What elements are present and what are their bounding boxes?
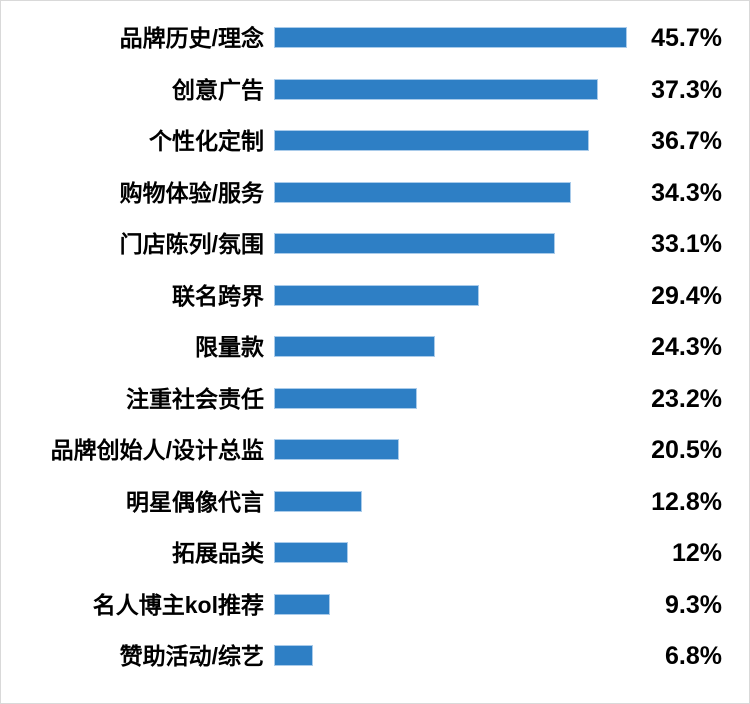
value-label: 12.8% <box>651 487 722 516</box>
bar-track <box>274 27 627 50</box>
category-label: 赞助活动/综艺 <box>119 643 264 670</box>
value-label: 23.2% <box>651 384 722 413</box>
chart-row: 门店陈列/氛围 33.1% <box>1 219 722 271</box>
bar-track <box>274 593 610 617</box>
bar-track <box>274 284 610 308</box>
chart-row: 个性化定制 36.7% <box>1 116 722 168</box>
value-label: 34.3% <box>651 178 722 207</box>
bar-track <box>274 233 610 256</box>
value-label: 37.3% <box>651 75 722 104</box>
bar <box>274 490 362 512</box>
value-label: 24.3% <box>651 333 722 362</box>
value-label: 29.4% <box>651 281 722 310</box>
category-label: 注重社会责任 <box>126 385 264 412</box>
chart-row: 联名跨界 29.4% <box>1 271 722 323</box>
bar-track <box>274 387 610 411</box>
bar <box>274 233 555 255</box>
value-label: 9.3% <box>665 590 722 619</box>
bar <box>274 542 348 564</box>
chart-row: 品牌创始人/设计总监 20.5% <box>1 425 722 477</box>
bar <box>274 284 479 306</box>
bar <box>274 130 589 152</box>
category-label: 购物体验/服务 <box>119 179 264 206</box>
bar <box>274 645 313 667</box>
chart-row: 明星偶像代言 12.8% <box>1 477 722 529</box>
bar-track <box>274 78 610 102</box>
chart-row: 创意广告 37.3% <box>1 65 722 117</box>
bar <box>274 27 627 49</box>
chart-row: 品牌历史/理念 45.7% <box>1 13 722 65</box>
value-label: 6.8% <box>665 642 722 671</box>
bar <box>274 439 399 461</box>
value-label: 20.5% <box>651 436 722 465</box>
value-label: 12% <box>671 539 722 568</box>
category-label: 名人博主kol推荐 <box>92 591 264 618</box>
bar <box>274 593 330 615</box>
chart-row: 限量款 24.3% <box>1 322 722 374</box>
bar <box>274 336 435 358</box>
category-label: 创意广告 <box>172 76 264 103</box>
category-label: 个性化定制 <box>149 128 264 155</box>
bar-track <box>274 542 610 565</box>
chart-row: 购物体验/服务 34.3% <box>1 168 722 220</box>
bar-track <box>274 490 610 514</box>
chart-row: 名人博主kol推荐 9.3% <box>1 580 722 632</box>
bar-track <box>274 181 610 205</box>
value-label: 45.7% <box>651 24 722 53</box>
chart-row: 注重社会责任 23.2% <box>1 374 722 426</box>
category-label: 门店陈列/氛围 <box>119 231 264 258</box>
category-label: 品牌历史/理念 <box>119 25 264 52</box>
bar-track <box>274 645 610 668</box>
bar-track <box>274 336 610 359</box>
category-label: 品牌创始人/设计总监 <box>50 437 264 464</box>
category-label: 限量款 <box>195 334 264 361</box>
category-label: 明星偶像代言 <box>126 488 264 515</box>
bar-track <box>274 130 610 153</box>
category-label: 联名跨界 <box>172 282 264 309</box>
chart-row: 赞助活动/综艺 6.8% <box>1 631 722 683</box>
bar <box>274 387 417 409</box>
bar-track <box>274 439 610 462</box>
value-label: 33.1% <box>651 230 722 259</box>
bar <box>274 78 598 100</box>
chart-row: 拓展品类 12% <box>1 528 722 580</box>
value-label: 36.7% <box>651 127 722 156</box>
category-label: 拓展品类 <box>172 540 264 567</box>
bar <box>274 181 571 203</box>
